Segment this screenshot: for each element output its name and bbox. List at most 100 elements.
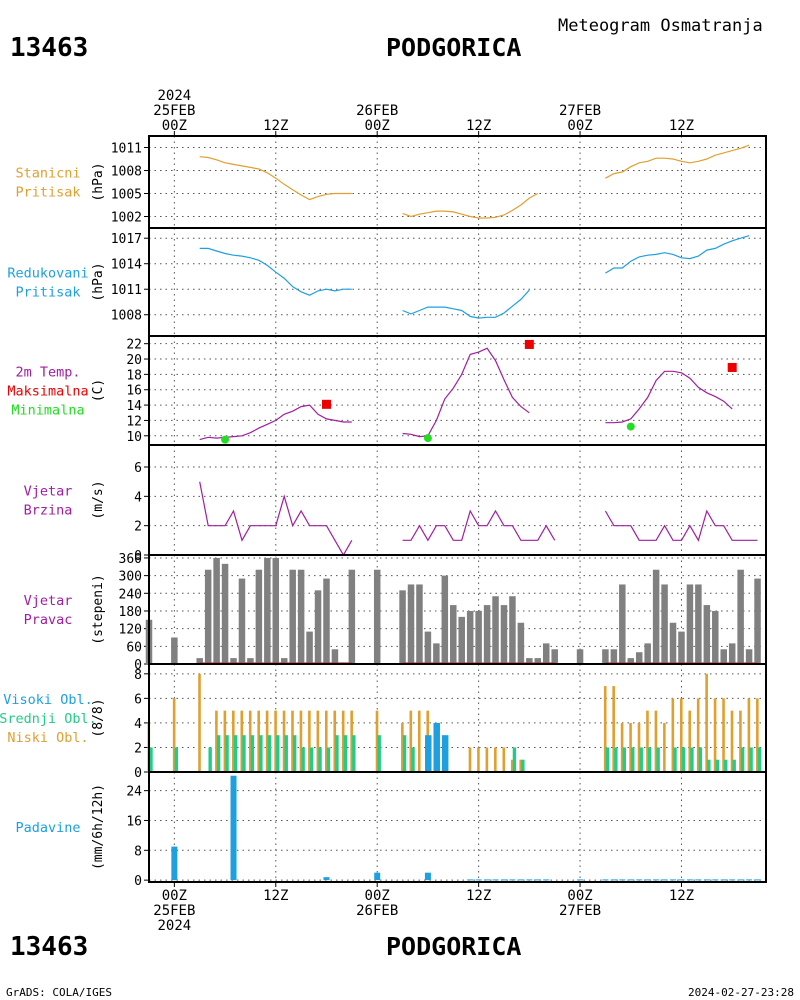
precip-bar <box>492 879 499 881</box>
top-tick-label: 00Z <box>365 118 390 134</box>
precip-bar <box>517 879 524 881</box>
y-tick-label: 22 <box>126 338 142 353</box>
cloud-bar-mid <box>681 747 686 772</box>
y-axis-label: (stepeni) <box>91 574 106 644</box>
direction-bar <box>297 569 305 664</box>
direction-bar <box>745 649 753 664</box>
precip-bar <box>670 879 677 881</box>
direction-bar <box>272 557 280 664</box>
cloud-bar-low <box>324 710 328 772</box>
cloud-bar-low <box>671 698 675 772</box>
panel-wind: Vjetar Brzina (m/s) 0 2 4 6 <box>24 444 767 564</box>
y-tick-label: 1017 <box>111 232 142 247</box>
direction-bar <box>171 637 178 664</box>
cloud-bar-low <box>240 710 244 772</box>
cloud-bar-mid <box>402 735 407 772</box>
direction-bar <box>661 584 668 664</box>
y-tick-label: 240 <box>119 587 142 602</box>
bottom-tick-label: 12Z <box>263 888 288 904</box>
panel-label: Pritisak <box>15 185 80 201</box>
direction-bar <box>323 578 330 664</box>
precip-bar <box>729 879 736 881</box>
cloud-bar-low <box>739 710 742 772</box>
cloud-bar-low <box>409 710 413 772</box>
panel-label: Brzina <box>24 503 73 519</box>
direction-bar <box>635 652 643 664</box>
cloud-bar-low <box>722 698 725 772</box>
direction-bar <box>458 616 465 664</box>
cloud-bar-low <box>696 698 700 772</box>
precip-bar <box>534 879 541 881</box>
direction-bar <box>576 649 584 664</box>
y-tick-label: 20 <box>126 353 142 368</box>
precip-bar <box>636 879 643 881</box>
y-tick-label: 8 <box>134 668 142 683</box>
panel-label: 2m Temp. <box>15 365 80 381</box>
cloud-bar-low <box>494 747 497 772</box>
cloud-bar-low <box>316 710 320 772</box>
precip-bar <box>661 879 668 881</box>
direction-bar <box>441 575 449 664</box>
cloud-bar-low <box>629 722 632 772</box>
y-tick-label: 0 <box>134 766 142 781</box>
cloud-bar-mid <box>225 735 229 772</box>
cloud-bar-mid <box>292 735 297 772</box>
direction-bar <box>213 557 220 664</box>
cloud-bar-low <box>265 710 269 772</box>
cloud-bar-mid <box>318 747 322 772</box>
cloud-bar-mid <box>309 747 314 772</box>
cloud-bar-low <box>637 722 641 772</box>
y-tick-label: 0 <box>134 874 142 889</box>
top-tick-label: 12Z <box>466 118 491 134</box>
y-axis-label: (8/8) <box>91 698 106 737</box>
top-tick-label: 00Z <box>162 118 187 134</box>
series-line-wind <box>402 509 556 542</box>
cloud-bar-mid <box>656 747 660 772</box>
precip-bar <box>627 879 634 881</box>
direction-bar <box>416 584 423 664</box>
y-tick-label: 360 <box>119 552 142 567</box>
direction-bar <box>695 584 702 664</box>
y-tick-label: 16 <box>126 384 142 399</box>
cloud-bar-mid <box>707 759 711 772</box>
cloud-bar-low <box>713 698 717 772</box>
direction-bar <box>348 569 356 664</box>
station-id-bottom: 13463 <box>10 932 88 962</box>
cloud-bar-low <box>172 698 176 772</box>
chart-subtitle: Meteogram Osmatranja <box>558 16 763 36</box>
direction-bar <box>373 569 381 664</box>
panel-frame <box>148 227 767 337</box>
tmin-marker <box>626 422 635 431</box>
precip-bar <box>509 879 516 881</box>
direction-bar <box>610 649 618 664</box>
bottom-tick-label: 25FEB <box>153 903 195 919</box>
y-tick-label: 180 <box>119 605 142 620</box>
cloud-bar-low <box>663 722 666 772</box>
cloud-bar-low <box>679 698 683 772</box>
cloud-bar-low <box>756 698 759 772</box>
cloud-bar-mid <box>614 747 618 772</box>
direction-bar <box>196 658 203 664</box>
precip-bar <box>543 879 550 881</box>
bottom-tick-label: 26FEB <box>356 903 398 919</box>
tmin-marker <box>423 434 432 443</box>
y-tick-label: 1008 <box>111 309 142 324</box>
series-line-reduced_pressure <box>605 235 750 274</box>
series-line-wind <box>199 481 353 557</box>
cloud-bar-low <box>519 759 522 772</box>
panel-label: Visoki Obl. <box>3 692 92 708</box>
direction-bar <box>407 584 415 664</box>
cloud-bar-mid <box>301 747 305 772</box>
cloud-bar-mid <box>276 735 280 772</box>
cloud-bar-low <box>612 686 615 772</box>
panel-label: Stanicni <box>15 166 80 182</box>
panel-label: Pravac <box>24 612 73 628</box>
panel-frame <box>148 135 767 229</box>
tmax-marker <box>727 362 737 372</box>
direction-bar <box>238 578 246 664</box>
direction-bar <box>737 569 744 664</box>
cloud-bar-mid <box>521 759 525 772</box>
cloud-bar-low <box>375 710 379 772</box>
cloud-bar-mid <box>622 747 627 772</box>
cloud-bar-low <box>257 710 260 772</box>
